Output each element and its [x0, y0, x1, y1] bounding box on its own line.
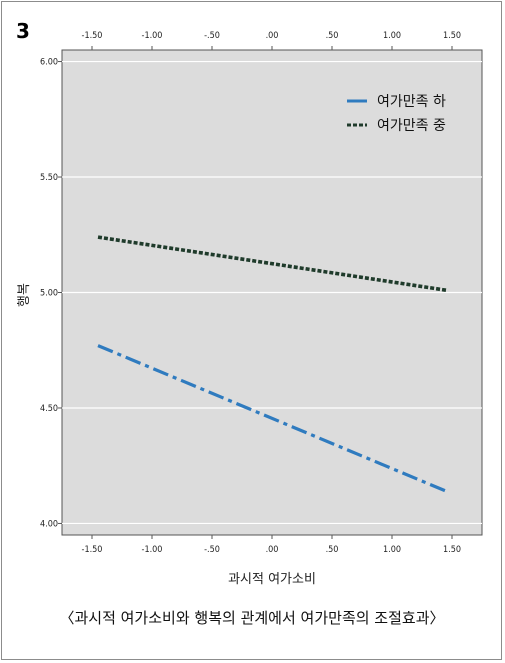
legend-label-2: 여가만족 중 — [377, 118, 446, 134]
y-tick-label: 4.50 — [40, 404, 58, 414]
x-tick-label-top: 1.00 — [383, 31, 401, 41]
grid-lines — [58, 46, 482, 539]
series-line-2 — [97, 235, 447, 292]
x-tick-label-top: -1.00 — [142, 31, 163, 41]
y-tick-label: 6.00 — [40, 58, 58, 68]
x-tick-label-bottom: .50 — [326, 545, 339, 555]
x-tick-label-top: -.50 — [204, 31, 220, 41]
x-tick-label-top: .00 — [266, 31, 279, 41]
y-tick-label: 5.00 — [40, 289, 58, 299]
x-tick-label-bottom: 1.50 — [443, 545, 461, 555]
x-tick-label-top: 1.50 — [443, 31, 461, 41]
y-axis-title: 행복 — [16, 283, 32, 307]
x-tick-label-top: .50 — [326, 31, 339, 41]
x-tick-label-bottom: .00 — [266, 545, 279, 555]
tick-labels: 4.00 4.50 5.00 5.50 6.00 -1.50 -1.50 -1.00 -1.00… — [40, 31, 461, 555]
x-tick-label-top: -1.50 — [82, 31, 103, 41]
y-tick-label: 4.00 — [40, 519, 58, 529]
x-tick-label-bottom: -.50 — [204, 545, 220, 555]
series-lines — [97, 235, 447, 493]
figure-number: 3 — [16, 19, 30, 43]
x-axis-title: 과시적 여가소비 — [228, 572, 316, 587]
y-tick-label: 5.50 — [40, 173, 58, 183]
x-tick-label-bottom: -1.00 — [142, 545, 163, 555]
series-line-1 — [97, 344, 447, 493]
legend-label-1: 여가만족 하 — [377, 94, 446, 110]
x-tick-label-bottom: -1.50 — [82, 545, 103, 555]
figure-caption: 〈과시적 여가소비와 행복의 관계에서 여가만족의 조절효과〉 — [59, 609, 444, 627]
x-tick-label-bottom: 1.00 — [383, 545, 401, 555]
